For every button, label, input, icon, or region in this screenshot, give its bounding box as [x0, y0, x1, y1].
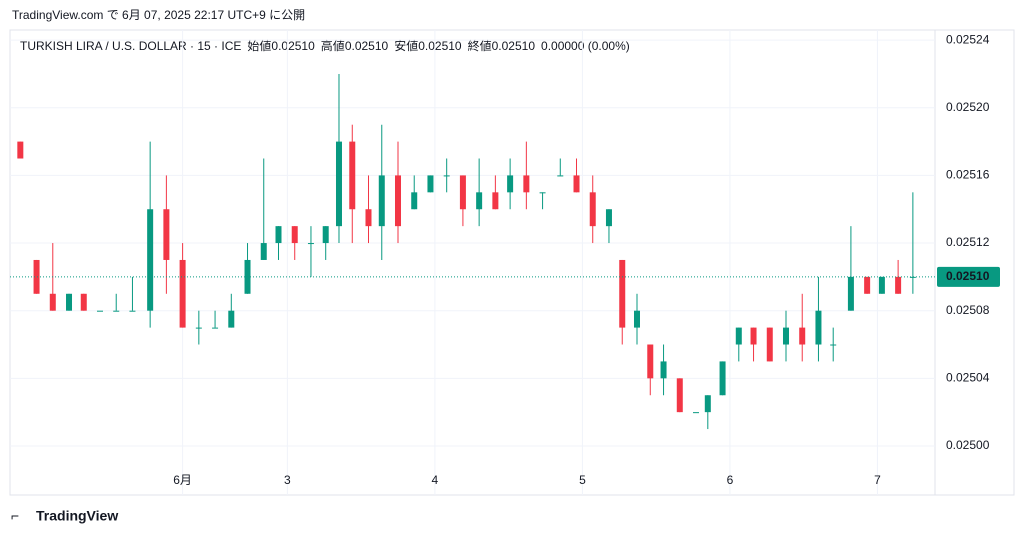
candle-body — [17, 141, 24, 159]
candle-body — [619, 259, 626, 328]
ohlc-value: 0.02510 — [492, 39, 536, 53]
candle-body — [847, 276, 854, 311]
candle-body — [113, 310, 120, 312]
candle-body — [492, 192, 499, 210]
last-price-tag — [937, 266, 1000, 287]
candle-body — [660, 361, 667, 379]
candle-body — [96, 310, 103, 312]
candle-body — [260, 243, 267, 260]
x-tick-label: 6 — [727, 473, 734, 487]
candle-body — [476, 192, 483, 210]
candle-body — [322, 226, 329, 244]
ohlc-label: 安値 — [394, 38, 418, 53]
ohlc-label: 終値 — [468, 38, 492, 53]
candle-body — [589, 192, 596, 227]
candle-body — [49, 293, 56, 311]
ohlc-value: 0.02510 — [271, 39, 315, 53]
symbol: TURKISH LIRA / U.S. DOLLAR · 15 · ICE — [20, 39, 241, 53]
legend: TURKISH LIRA / U.S. DOLLAR · 15 · ICE 始値 0… — [20, 38, 630, 53]
candle-body — [507, 175, 514, 193]
candle-body — [782, 327, 789, 345]
candle-body — [895, 276, 902, 294]
y-tick-label: 0.02504 — [946, 370, 990, 384]
candle-body — [195, 327, 202, 329]
candle-body — [573, 175, 580, 193]
y-tick-label: 0.02524 — [946, 32, 990, 46]
x-tick-label: 7 — [874, 473, 881, 487]
candle-body — [163, 209, 170, 260]
y-tick-label: 0.02500 — [946, 438, 990, 452]
candle-body — [735, 327, 742, 345]
candle-body — [443, 175, 450, 177]
candle-body — [179, 259, 186, 328]
candle-body — [750, 327, 757, 345]
change: 0.00000 (0.00%) — [541, 39, 630, 53]
candle-body — [80, 293, 87, 311]
candle-body — [766, 327, 773, 362]
last-price-label: 0.02510 — [946, 269, 990, 283]
published: TradingView.com で 6月 07, 2025 22:17 UTC+… — [12, 8, 305, 22]
candle-body — [693, 412, 700, 414]
brand: TradingView — [36, 508, 118, 524]
candle-body — [523, 175, 530, 193]
x-tick-label: 3 — [284, 473, 291, 487]
candle-body — [129, 310, 136, 312]
candle-body — [633, 310, 640, 328]
candle-body — [147, 209, 154, 311]
candle-body — [275, 226, 282, 244]
candle-body — [647, 344, 654, 379]
ohlc-value: 0.02510 — [345, 39, 389, 53]
candle-body — [335, 141, 342, 227]
candle-body — [830, 344, 837, 346]
x-tick-label: 5 — [579, 473, 586, 487]
logo-mark: ⌐ — [11, 508, 19, 524]
ohlc-label: 高値 — [321, 38, 345, 53]
y-tick-label: 0.02508 — [946, 303, 990, 317]
candle-body — [878, 276, 885, 294]
candle-body — [557, 175, 564, 177]
candle-body — [427, 175, 434, 193]
candle-body — [719, 361, 726, 396]
candle-body — [349, 141, 356, 210]
candle-body — [291, 226, 298, 244]
ohlc-label: 始値 — [247, 38, 271, 53]
candle-body — [799, 327, 806, 345]
candle-body — [33, 259, 40, 294]
candle-body — [815, 310, 822, 345]
candle-body — [365, 209, 372, 227]
y-tick-label: 0.02512 — [946, 235, 990, 249]
candle-body — [539, 192, 546, 194]
candle-body — [394, 175, 401, 227]
candle-body — [307, 243, 314, 245]
candle-body — [228, 310, 235, 328]
candle-body — [676, 378, 683, 413]
y-tick-label: 0.02516 — [946, 168, 990, 182]
candle-body — [411, 192, 418, 210]
candle-body — [704, 395, 711, 413]
x-tick-label: 4 — [432, 473, 439, 487]
candle-body — [378, 175, 385, 227]
x-tick-label: 6月 — [173, 473, 192, 487]
frame — [9, 29, 1015, 496]
candle-body — [459, 175, 466, 210]
candle-body — [864, 276, 871, 294]
y-tick-label: 0.02520 — [946, 100, 990, 114]
candle-body — [212, 327, 219, 329]
ohlc-value: 0.02510 — [418, 39, 462, 53]
candle-body — [605, 209, 612, 227]
candle-body — [66, 293, 73, 311]
candle-body — [909, 276, 916, 278]
